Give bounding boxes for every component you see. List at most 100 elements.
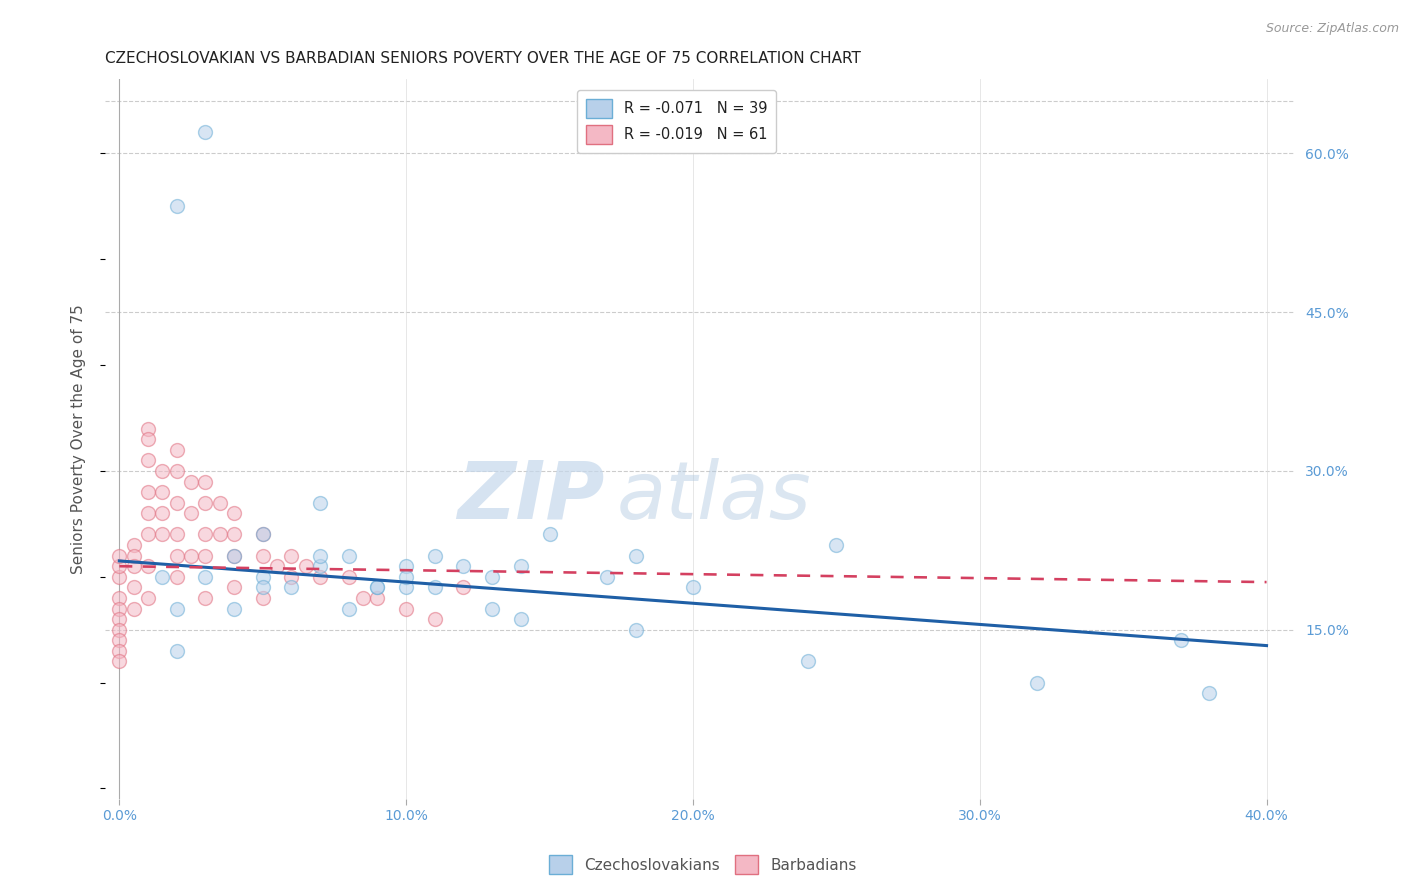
Point (395, 601, 418, 615)
Point (222, 506, 245, 520)
Point (108, 623, 131, 637)
Point (222, 549, 245, 563)
Point (309, 559, 332, 574)
Point (122, 559, 145, 574)
Point (194, 475, 217, 489)
Point (395, 559, 418, 574)
Point (624, 623, 647, 637)
Point (352, 591, 374, 605)
Y-axis label: Seniors Poverty Over the Age of 75: Seniors Poverty Over the Age of 75 (72, 304, 86, 574)
Point (481, 601, 503, 615)
Point (136, 527, 159, 541)
Text: atlas: atlas (617, 458, 811, 536)
Point (194, 496, 217, 510)
Point (309, 549, 332, 563)
Point (166, 442, 188, 457)
Point (122, 549, 145, 563)
Point (222, 580, 245, 594)
Point (266, 559, 288, 574)
Text: CZECHOSLOVAKIAN VS BARBADIAN SENIORS POVERTY OVER THE AGE OF 75 CORRELATION CHAR: CZECHOSLOVAKIAN VS BARBADIAN SENIORS POV… (105, 51, 860, 66)
Point (108, 549, 131, 563)
Point (423, 549, 446, 563)
Point (1170, 633, 1192, 648)
Text: ZIP: ZIP (457, 458, 605, 536)
Point (180, 549, 202, 563)
Point (366, 591, 388, 605)
Point (252, 527, 274, 541)
Point (423, 580, 446, 594)
Point (252, 580, 274, 594)
Point (136, 506, 159, 520)
Point (150, 527, 173, 541)
Point (194, 549, 217, 563)
Point (150, 570, 173, 584)
Point (222, 527, 245, 541)
Point (395, 570, 418, 584)
Point (280, 580, 302, 594)
Point (194, 527, 217, 541)
Point (108, 559, 131, 574)
Point (136, 559, 159, 574)
Point (136, 453, 159, 467)
Point (108, 655, 131, 669)
Point (150, 506, 173, 520)
Point (423, 612, 446, 626)
Point (453, 580, 475, 594)
Point (166, 496, 188, 510)
Point (108, 633, 131, 648)
Point (108, 644, 131, 658)
Point (309, 496, 332, 510)
Point (108, 601, 131, 615)
Legend: Czechoslovakians, Barbadians: Czechoslovakians, Barbadians (543, 849, 863, 880)
Point (180, 506, 202, 520)
Point (208, 496, 231, 510)
Point (825, 538, 848, 552)
Point (166, 601, 188, 615)
Point (796, 655, 818, 669)
Point (309, 570, 332, 584)
Point (208, 527, 231, 541)
Point (136, 591, 159, 605)
Point (280, 570, 302, 584)
Point (366, 580, 388, 594)
Point (150, 485, 173, 500)
Text: Source: ZipAtlas.com: Source: ZipAtlas.com (1265, 22, 1399, 36)
Point (166, 549, 188, 563)
Point (122, 601, 145, 615)
Point (294, 559, 316, 574)
Point (337, 570, 360, 584)
Point (280, 549, 302, 563)
Point (166, 464, 188, 478)
Legend: R = -0.071   N = 39, R = -0.019   N = 61: R = -0.071 N = 39, R = -0.019 N = 61 (576, 90, 776, 153)
Point (108, 591, 131, 605)
Point (1198, 686, 1220, 700)
Point (252, 527, 274, 541)
Point (366, 580, 388, 594)
Point (481, 570, 503, 584)
Point (180, 475, 202, 489)
Point (624, 549, 647, 563)
Point (122, 538, 145, 552)
Point (222, 601, 245, 615)
Point (166, 199, 188, 213)
Point (194, 570, 217, 584)
Point (453, 559, 475, 574)
Point (252, 549, 274, 563)
Point (108, 612, 131, 626)
Point (1026, 675, 1049, 690)
Point (108, 570, 131, 584)
Point (337, 549, 360, 563)
Point (136, 485, 159, 500)
Point (150, 464, 173, 478)
Point (166, 527, 188, 541)
Point (136, 432, 159, 446)
Point (337, 601, 360, 615)
Point (596, 570, 619, 584)
Point (395, 580, 418, 594)
Point (122, 580, 145, 594)
Point (194, 591, 217, 605)
Point (682, 580, 704, 594)
Point (538, 527, 561, 541)
Point (252, 570, 274, 584)
Point (166, 570, 188, 584)
